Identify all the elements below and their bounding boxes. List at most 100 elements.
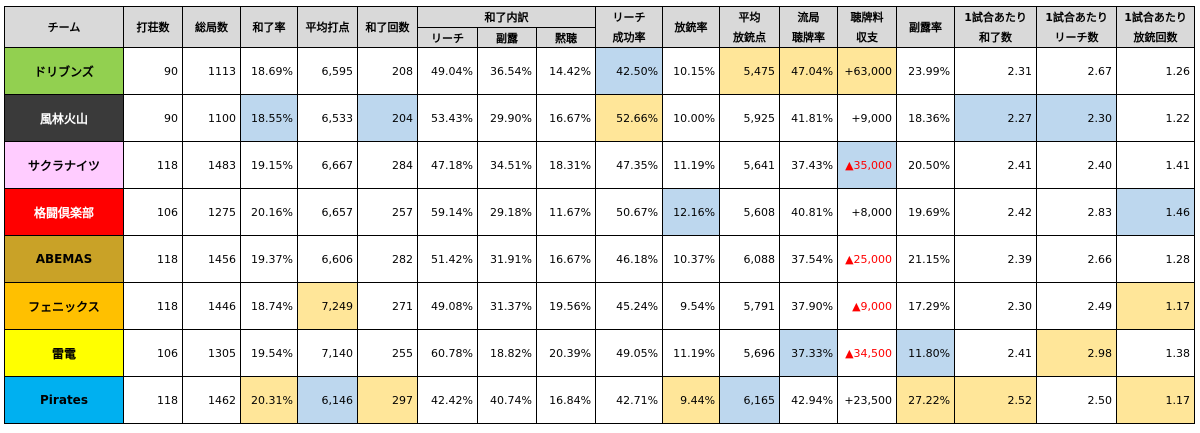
team-cell: ドリブンズ [4,47,124,95]
games-cell: 1483 [182,141,241,189]
header-deal-in-rate: 放銃率 [662,6,721,48]
header-win-breakdown: 和了内訳 [416,6,597,28]
header-tenpai-fee-bottom: 収支 [837,27,898,48]
table-row: 格闘倶楽部 106 1275 20.16% 6,657 257 59.14% 2… [4,188,1196,236]
deal-in-rate-cell: 9.54% [662,282,721,330]
games-cell: 1456 [182,235,241,283]
header-riichi-success-bottom: 成功率 [595,27,664,48]
pg-deal-in-cell: 1.22 [1116,94,1196,142]
win-count-cell: 204 [357,94,418,142]
pg-deal-in-cell: 1.28 [1116,235,1196,283]
header-pg-riichi-bottom: リーチ数 [1036,27,1118,48]
team-cell: Pirates [4,376,124,424]
draw-tenpai-cell: 37.43% [779,141,839,189]
win-count-cell: 255 [357,329,418,377]
sessions-cell: 118 [123,235,183,283]
call-cell: 36.54% [477,47,537,95]
win-rate-cell: 20.31% [240,376,298,424]
riichi-cell: 49.04% [417,47,478,95]
header-call: 副露 [477,27,537,48]
tenpai-fee-cell: +63,000 [837,47,898,95]
table-row: ABEMAS 118 1456 19.37% 6,606 282 51.42% … [4,235,1196,283]
riichi-success-cell: 46.18% [595,235,664,283]
avg-win-cell: 6,595 [297,47,358,95]
deal-in-rate-cell: 12.16% [662,188,721,236]
team-cell: フェニックス [4,282,124,330]
pg-riichi-cell: 2.30 [1036,94,1118,142]
header-win-rate: 和了率 [240,6,298,48]
pg-wins-cell: 2.31 [954,47,1038,95]
win-rate-cell: 19.54% [240,329,298,377]
deal-in-rate-cell: 10.00% [662,94,721,142]
riichi-success-cell: 42.71% [595,376,664,424]
draw-tenpai-cell: 47.04% [779,47,839,95]
pg-wins-cell: 2.30 [954,282,1038,330]
team-cell: 風林火山 [4,94,124,142]
win-rate-cell: 18.74% [240,282,298,330]
avg-deal-in-cell: 5,925 [719,94,781,142]
avg-deal-in-cell: 5,696 [719,329,781,377]
header-draw-tenpai-bottom: 聴牌率 [779,27,839,48]
call-rate-cell: 21.15% [896,235,956,283]
tenpai-fee-cell: ▲9,000 [837,282,898,330]
games-cell: 1100 [182,94,241,142]
call-rate-cell: 20.50% [896,141,956,189]
team-cell: ABEMAS [4,235,124,283]
riichi-cell: 53.43% [417,94,478,142]
call-cell: 31.37% [477,282,537,330]
team-cell: 雷電 [4,329,124,377]
header-pg-riichi-top: 1試合あたり [1036,6,1118,28]
sessions-cell: 90 [123,94,183,142]
avg-deal-in-cell: 5,608 [719,188,781,236]
avg-deal-in-cell: 5,475 [719,47,781,95]
riichi-success-cell: 49.05% [595,329,664,377]
pg-deal-in-cell: 1.38 [1116,329,1196,377]
games-cell: 1113 [182,47,241,95]
sessions-cell: 118 [123,282,183,330]
riichi-cell: 47.18% [417,141,478,189]
draw-tenpai-cell: 37.90% [779,282,839,330]
win-count-cell: 257 [357,188,418,236]
header-pg-deal-in-top: 1試合あたり [1116,6,1196,28]
avg-win-cell: 6,146 [297,376,358,424]
header-dama: 黙聴 [535,27,597,48]
tenpai-fee-cell: +9,000 [837,94,898,142]
pg-wins-cell: 2.27 [954,94,1038,142]
draw-tenpai-cell: 41.81% [779,94,839,142]
dama-cell: 18.31% [535,141,597,189]
call-cell: 31.91% [477,235,537,283]
pg-deal-in-cell: 1.41 [1116,141,1196,189]
header-riichi-success-top: リーチ [595,6,664,28]
games-cell: 1305 [182,329,241,377]
sessions-cell: 90 [123,47,183,95]
call-cell: 29.90% [477,94,537,142]
win-rate-cell: 19.37% [240,235,298,283]
draw-tenpai-cell: 37.33% [779,329,839,377]
dama-cell: 16.67% [535,94,597,142]
header-tenpai-fee-top: 聴牌料 [837,6,898,28]
call-rate-cell: 27.22% [896,376,956,424]
header-riichi: リーチ [417,27,478,48]
avg-deal-in-cell: 5,641 [719,141,781,189]
avg-deal-in-cell: 6,088 [719,235,781,283]
win-rate-cell: 20.16% [240,188,298,236]
header-sessions: 打荘数 [123,6,183,48]
sessions-cell: 106 [123,329,183,377]
pg-riichi-cell: 2.98 [1036,329,1118,377]
avg-win-cell: 6,657 [297,188,358,236]
call-rate-cell: 18.36% [896,94,956,142]
pg-wins-cell: 2.52 [954,376,1038,424]
pg-riichi-cell: 2.83 [1036,188,1118,236]
header-row-2: リーチ 副露 黙聴 成功率 放銃点 聴牌率 収支 和了数 リーチ数 放銃回数 [5,27,1196,48]
call-cell: 34.51% [477,141,537,189]
avg-win-cell: 7,140 [297,329,358,377]
win-count-cell: 297 [357,376,418,424]
call-rate-cell: 11.80% [896,329,956,377]
riichi-success-cell: 42.50% [595,47,664,95]
dama-cell: 16.67% [535,235,597,283]
table-row: ドリブンズ 90 1113 18.69% 6,595 208 49.04% 36… [4,47,1196,95]
sessions-cell: 118 [123,376,183,424]
win-count-cell: 282 [357,235,418,283]
header-call-rate: 副露率 [896,6,956,48]
pg-riichi-cell: 2.66 [1036,235,1118,283]
